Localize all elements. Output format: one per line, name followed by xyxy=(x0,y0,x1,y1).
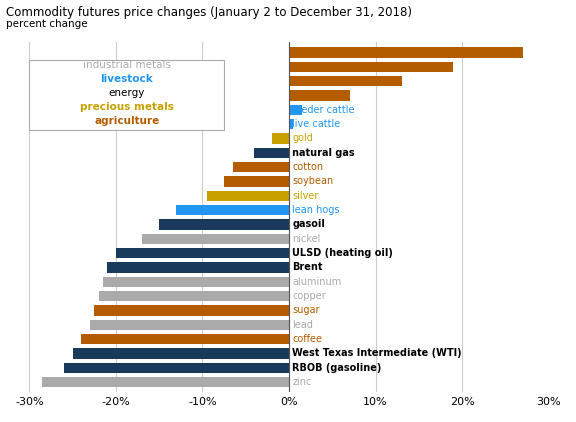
Bar xyxy=(81,334,289,344)
Text: copper: copper xyxy=(293,291,326,301)
Text: West Texas Intermediate (WTI): West Texas Intermediate (WTI) xyxy=(293,349,462,358)
Text: corn: corn xyxy=(293,90,314,100)
Bar xyxy=(90,319,289,330)
Text: livestock: livestock xyxy=(100,74,153,84)
Bar xyxy=(289,47,522,58)
Text: lead: lead xyxy=(293,320,313,330)
Text: Kansas wheat: Kansas wheat xyxy=(293,76,361,86)
Bar xyxy=(233,162,289,172)
Bar xyxy=(272,133,289,143)
Text: Brent: Brent xyxy=(293,262,323,273)
Text: precious metals: precious metals xyxy=(79,102,173,112)
Bar xyxy=(107,262,289,273)
Text: lean hogs: lean hogs xyxy=(293,205,340,215)
Bar xyxy=(64,362,289,373)
Text: Chicago wheat: Chicago wheat xyxy=(293,62,365,72)
Text: sugar: sugar xyxy=(293,306,320,315)
Text: gold: gold xyxy=(293,133,313,143)
Text: RBOB (gasoline): RBOB (gasoline) xyxy=(293,363,382,373)
Bar xyxy=(29,60,224,130)
Bar xyxy=(255,148,289,158)
Text: coffee: coffee xyxy=(293,334,323,344)
Bar xyxy=(176,205,289,215)
Bar xyxy=(289,105,302,115)
Bar xyxy=(159,219,289,230)
Bar xyxy=(98,291,289,301)
Text: industrial metals: industrial metals xyxy=(83,60,170,70)
Text: agriculture: agriculture xyxy=(94,116,160,126)
Text: aluminum: aluminum xyxy=(293,277,342,287)
Text: silver: silver xyxy=(293,191,319,201)
Text: soybean: soybean xyxy=(293,176,334,187)
Bar xyxy=(73,348,289,359)
Text: feeder cattle: feeder cattle xyxy=(293,105,355,115)
Bar xyxy=(103,276,289,287)
Text: ULSD (heating oil): ULSD (heating oil) xyxy=(293,248,393,258)
Bar xyxy=(289,90,350,100)
Text: zinc: zinc xyxy=(293,377,312,387)
Text: cocoa: cocoa xyxy=(293,47,321,57)
Text: gasoil: gasoil xyxy=(293,219,325,230)
Bar xyxy=(289,62,453,72)
Text: nickel: nickel xyxy=(293,234,321,244)
Bar xyxy=(116,248,289,258)
Bar xyxy=(94,305,289,316)
Text: live cattle: live cattle xyxy=(293,119,341,129)
Text: natural gas: natural gas xyxy=(293,148,355,158)
Bar xyxy=(289,76,401,86)
Text: percent change: percent change xyxy=(6,19,88,29)
Bar xyxy=(207,191,289,201)
Bar xyxy=(289,119,293,129)
Text: cotton: cotton xyxy=(293,162,324,172)
Bar xyxy=(42,377,289,387)
Bar xyxy=(224,176,289,187)
Text: energy: energy xyxy=(108,88,145,98)
Bar xyxy=(142,234,289,244)
Text: Commodity futures price changes (January 2 to December 31, 2018): Commodity futures price changes (January… xyxy=(6,6,412,19)
